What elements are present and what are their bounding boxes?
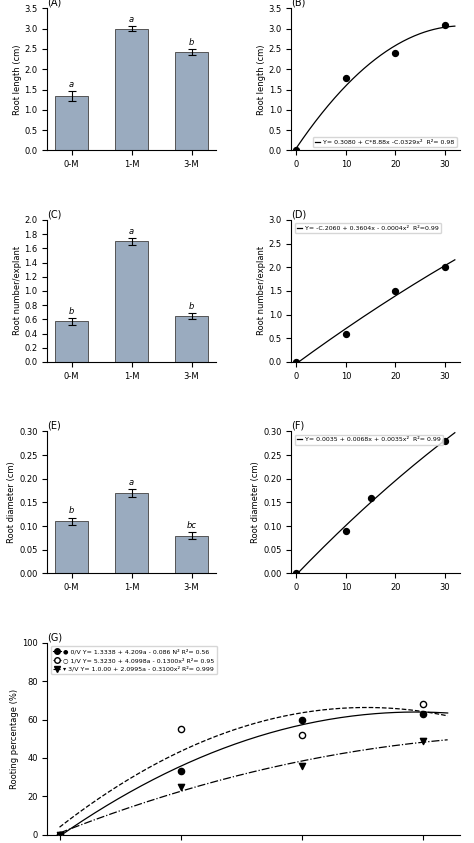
Bar: [175, 316, 208, 362]
Point: [292, 566, 300, 580]
Bar: [175, 535, 208, 573]
Point: [441, 18, 449, 31]
Bar: [55, 95, 88, 150]
Legend: Y= 0.3080 + C*8.88x -C.0329x²  R²= 0.98: Y= 0.3080 + C*8.88x -C.0329x² R²= 0.98: [313, 137, 456, 148]
Y-axis label: Root number/explant: Root number/explant: [13, 246, 22, 336]
Point: [56, 828, 64, 841]
Point: [367, 491, 374, 504]
Point: [56, 828, 64, 841]
Point: [298, 759, 306, 772]
Text: (F): (F): [292, 421, 305, 431]
Text: a: a: [69, 80, 74, 89]
Text: (C): (C): [47, 209, 62, 219]
Legend: Y= 0.0035 + 0.0068x + 0.0035x²  R²= 0.99: Y= 0.0035 + 0.0068x + 0.0035x² R²= 0.99: [294, 434, 443, 445]
Point: [298, 728, 306, 742]
Point: [298, 713, 306, 727]
Text: (A): (A): [47, 0, 62, 8]
Bar: [115, 241, 148, 362]
Point: [392, 284, 399, 298]
Text: (G): (G): [47, 632, 63, 642]
Point: [342, 524, 350, 538]
Bar: [55, 521, 88, 573]
Text: a: a: [129, 227, 134, 235]
Point: [419, 734, 427, 748]
Point: [292, 143, 300, 157]
Point: [177, 722, 184, 736]
Y-axis label: Root diameter (cm): Root diameter (cm): [8, 461, 17, 543]
Bar: [115, 29, 148, 150]
Text: b: b: [189, 38, 194, 47]
Point: [177, 765, 184, 778]
Point: [392, 46, 399, 60]
Text: a: a: [129, 478, 134, 486]
Point: [342, 72, 350, 85]
Point: [441, 434, 449, 448]
Text: (E): (E): [47, 421, 61, 431]
Text: b: b: [189, 302, 194, 311]
Point: [419, 707, 427, 721]
Point: [177, 780, 184, 793]
Legend: Y= -C.2060 + 0.3604x - 0.0004x²  R²=0.99: Y= -C.2060 + 0.3604x - 0.0004x² R²=0.99: [294, 223, 441, 234]
Y-axis label: Root diameter (cm): Root diameter (cm): [252, 461, 260, 543]
Text: b: b: [69, 506, 74, 515]
Point: [342, 327, 350, 341]
Y-axis label: Rooting percentage (%): Rooting percentage (%): [10, 689, 19, 789]
Bar: [55, 321, 88, 362]
Text: a: a: [129, 15, 134, 24]
Y-axis label: Root number/explant: Root number/explant: [257, 246, 266, 336]
Legend: ● 0/V Y= 1.3338 + 4.209a - 0.086 N² R²= 0.56, ○ 1/V Y= 5.3230 + 4.0998a - 0.1300: ● 0/V Y= 1.3338 + 4.209a - 0.086 N² R²= …: [51, 646, 217, 674]
Point: [292, 355, 300, 368]
Bar: [175, 51, 208, 150]
Point: [419, 697, 427, 711]
Point: [441, 260, 449, 274]
Text: (D): (D): [292, 209, 307, 219]
Y-axis label: Root length (cm): Root length (cm): [13, 44, 22, 115]
Bar: [115, 493, 148, 573]
Y-axis label: Root length (cm): Root length (cm): [257, 44, 266, 115]
Text: (B): (B): [292, 0, 306, 8]
Text: bc: bc: [187, 521, 197, 530]
Text: b: b: [69, 307, 74, 316]
Point: [56, 828, 64, 841]
